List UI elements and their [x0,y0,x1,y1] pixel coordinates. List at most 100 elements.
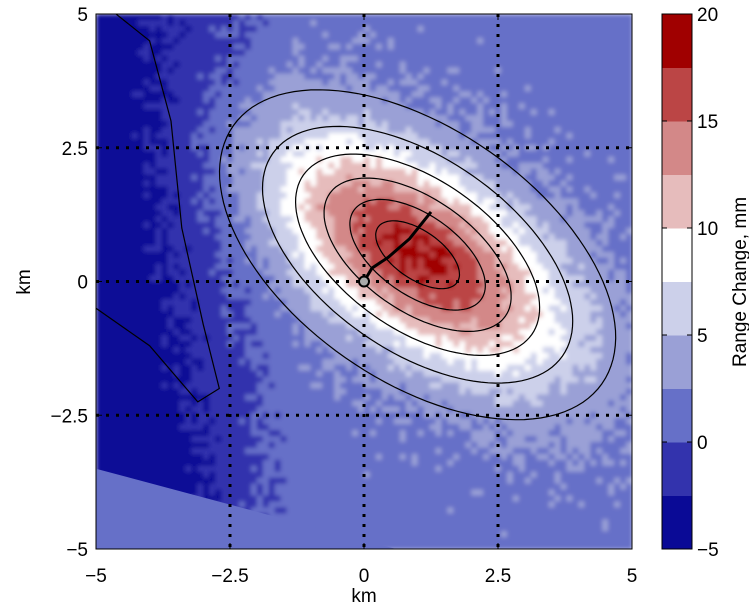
field-cell [197,269,204,277]
field-cell [155,382,163,390]
field-cell [411,281,419,289]
field-cell [209,317,216,324]
field-cell [375,281,383,289]
field-cell [417,471,425,479]
field-cell [322,495,330,503]
field-cell [358,198,365,206]
field-cell [310,156,318,164]
field-cell [167,263,175,271]
field-cell [358,424,365,431]
field-cell [173,394,181,402]
field-cell [185,459,193,467]
field-cell [191,79,199,87]
field-cell [232,121,240,128]
field-cell [173,364,181,372]
field-cell [209,453,216,461]
field-cell [221,180,228,188]
field-cell [197,447,204,455]
field-cell [256,263,264,271]
field-cell [244,245,252,253]
field-cell [167,281,175,289]
field-cell [334,180,341,188]
field-cell [298,14,306,21]
field-cell [149,233,157,241]
field-cell [304,495,312,503]
field-cell [298,400,306,408]
field-cell [405,245,413,253]
field-cell [298,340,306,348]
field-cell [256,138,264,146]
field-cell [227,204,234,211]
field-cell [346,364,353,372]
field-cell [221,376,228,384]
field-cell [405,67,413,75]
field-cell [203,364,210,372]
field-cell [96,269,103,277]
field-cell [203,103,210,110]
field-cell [369,335,377,342]
field-cell [143,459,151,467]
field-cell [143,364,151,372]
field-cell [346,251,353,259]
field-cell [280,174,288,182]
field-cell [358,483,365,491]
field-cell [232,14,240,21]
field-cell [411,436,419,443]
field-cell [131,287,139,295]
field-cell [96,97,103,104]
field-cell [316,471,324,479]
field-cell [227,25,234,33]
field-cell [244,239,252,247]
field-cell [364,323,371,330]
field-cell [113,287,121,295]
field-cell [262,55,270,63]
field-cell [334,442,341,449]
field-cell [161,412,169,420]
field-cell [238,418,246,425]
field-cell [381,323,389,330]
field-cell [280,442,288,449]
field-cell [256,471,264,479]
field-cell [399,442,407,449]
field-cell [375,305,383,313]
field-cell [125,471,133,479]
field-cell [375,55,383,63]
field-cell [137,144,145,152]
field-cell [173,25,181,33]
field-cell [310,281,318,289]
field-cell [209,370,216,378]
field-cell [161,126,169,134]
field-cell [155,204,163,211]
field-cell [215,121,222,128]
field-cell [244,293,252,301]
field-cell [298,61,306,69]
field-cell [203,442,210,449]
field-cell [119,424,127,431]
field-cell [411,323,419,330]
field-cell [167,305,175,313]
field-cell [244,174,252,182]
field-cell [417,263,425,271]
field-cell [262,103,270,110]
field-cell [316,43,324,51]
field-cell [209,340,216,348]
field-cell [119,418,127,425]
field-cell [304,73,312,81]
field-cell [101,150,109,158]
field-cell [173,269,181,277]
field-cell [149,156,157,164]
field-cell [399,412,407,420]
field-cell [423,180,431,188]
field-cell [316,132,324,140]
field-cell [340,192,347,200]
field-cell [369,257,377,265]
field-cell [221,251,228,259]
field-cell [244,275,252,283]
field-cell [101,126,109,134]
field-cell [334,489,341,497]
field-cell [155,150,163,158]
field-cell [423,263,431,271]
field-cell [286,281,294,289]
field-cell [203,388,210,396]
field-cell [185,174,193,182]
